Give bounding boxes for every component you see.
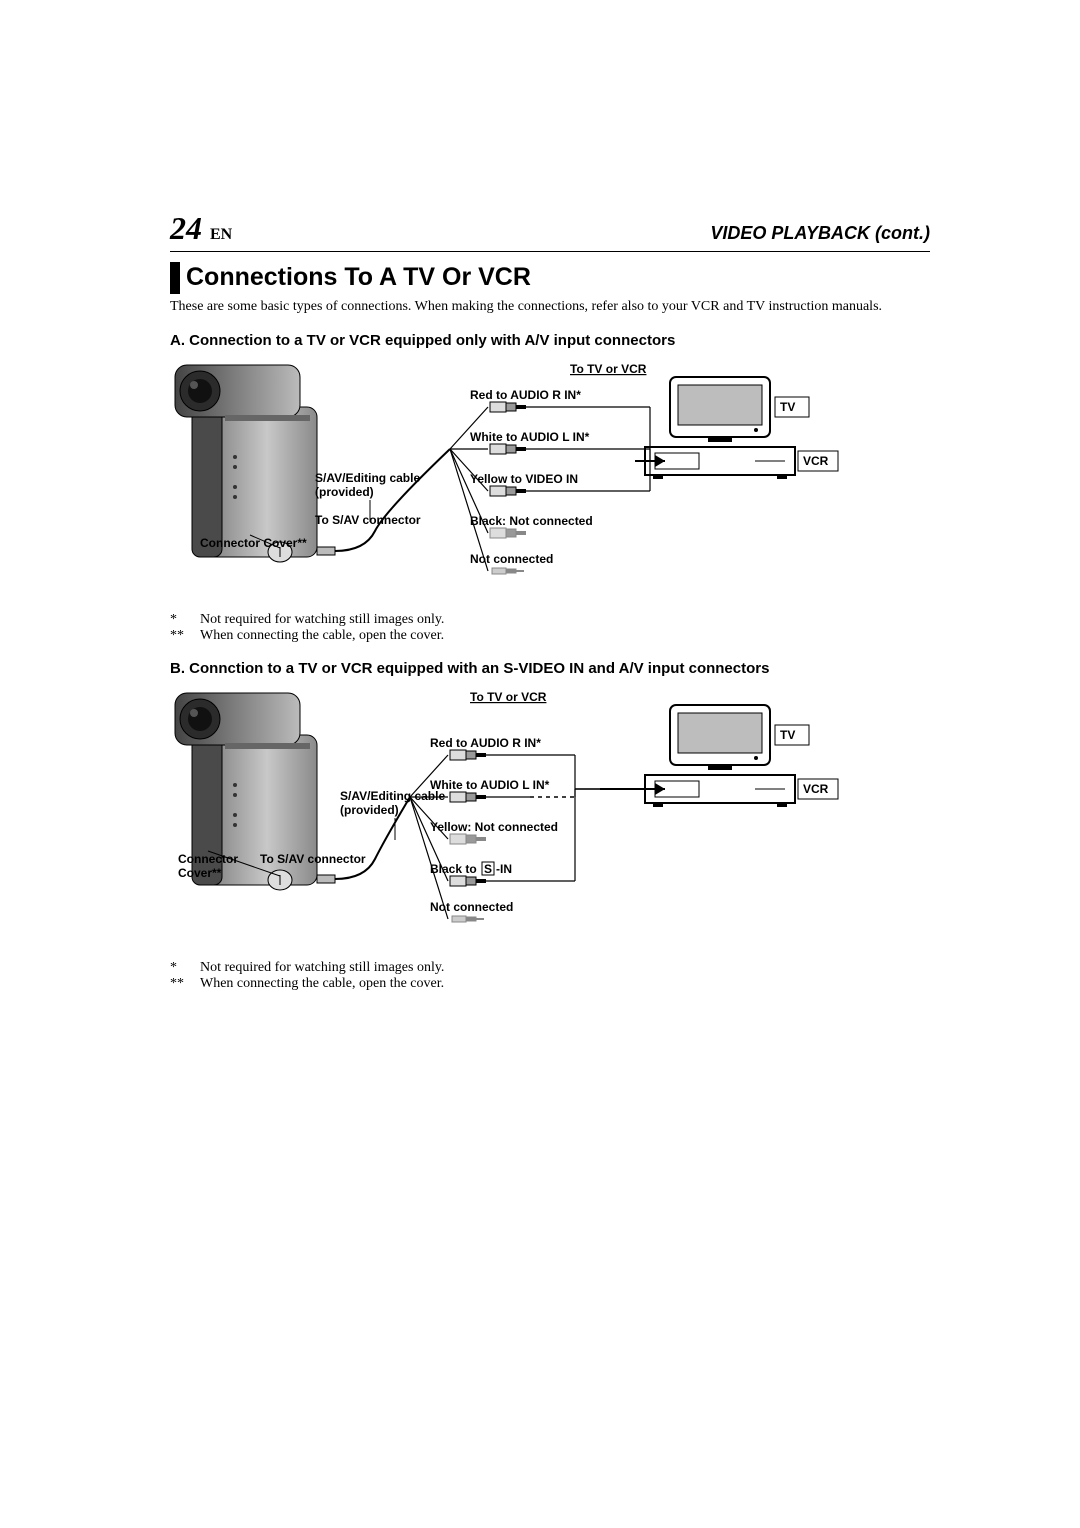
svg-text:-IN: -IN xyxy=(496,862,512,876)
svg-text:Not connected: Not connected xyxy=(470,552,553,566)
note-star-symbol: * xyxy=(170,612,200,628)
section-title: Connections To A TV Or VCR xyxy=(186,262,531,294)
lang-code: EN xyxy=(210,226,232,243)
note-star-text-b: Not required for watching still images o… xyxy=(200,960,444,976)
svg-text:To TV or VCR: To TV or VCR xyxy=(570,362,647,376)
svg-text:S/AV/Editing cable: S/AV/Editing cable xyxy=(340,789,445,803)
svg-text:Cover**: Cover** xyxy=(178,866,222,880)
section-title-bar xyxy=(170,262,180,294)
svg-text:To TV or VCR: To TV or VCR xyxy=(470,690,547,704)
svg-text:Connector: Connector xyxy=(178,852,238,866)
svg-text:Red to AUDIO R IN*: Red to AUDIO R IN* xyxy=(430,736,541,750)
note-dstar-text-b: When connecting the cable, open the cove… xyxy=(200,976,444,992)
note-star-text: Not required for watching still images o… xyxy=(200,612,444,628)
svg-text:Black to: Black to xyxy=(430,862,477,876)
svg-text:TV: TV xyxy=(780,400,795,414)
subhead-b: B. Connction to a TV or VCR equipped wit… xyxy=(170,660,930,677)
note-dstar-symbol-b: ** xyxy=(170,976,200,992)
page-number: 24 EN xyxy=(170,210,232,247)
page-header: 24 EN VIDEO PLAYBACK (cont.) xyxy=(170,210,930,252)
section-breadcrumb: VIDEO PLAYBACK (cont.) xyxy=(710,223,930,244)
note-dstar-symbol: ** xyxy=(170,628,200,644)
svg-text:S: S xyxy=(484,862,492,876)
section-title-wrap: Connections To A TV Or VCR xyxy=(170,262,930,294)
svg-text:Not connected: Not connected xyxy=(430,900,513,914)
svg-text:TV: TV xyxy=(780,728,795,742)
svg-text:Yellow: Not connected: Yellow: Not connected xyxy=(430,820,558,834)
page-number-value: 24 xyxy=(170,210,202,246)
svg-text:(provided): (provided) xyxy=(340,803,399,817)
svg-text:To S/AV connector: To S/AV connector xyxy=(260,852,366,866)
svg-text:To S/AV connector: To S/AV connector xyxy=(315,513,421,527)
svg-text:Black: Not connected: Black: Not connected xyxy=(470,514,593,528)
note-star-symbol-b: * xyxy=(170,960,200,976)
intro-text: These are some basic types of connection… xyxy=(170,298,930,317)
subhead-a: A. Connection to a TV or VCR equipped on… xyxy=(170,332,930,349)
svg-text:Red to AUDIO R IN*: Red to AUDIO R IN* xyxy=(470,388,581,402)
page: 24 EN VIDEO PLAYBACK (cont.) Connections… xyxy=(0,0,1080,1528)
diagram-b-container: TV VCR To TV or VCR Red to AUDIO R IN* White… xyxy=(170,685,930,950)
svg-text:White to AUDIO L IN*: White to AUDIO L IN* xyxy=(430,778,550,792)
diagram-a-container: TV VCR To TV or VCR Red to AUDIO R IN* White… xyxy=(170,357,930,602)
svg-text:S/AV/Editing cable: S/AV/Editing cable xyxy=(315,471,420,485)
svg-text:White to AUDIO L IN*: White to AUDIO L IN* xyxy=(470,430,590,444)
svg-text:(provided): (provided) xyxy=(315,485,374,499)
svg-text:VCR: VCR xyxy=(803,782,829,796)
notes-a: *Not required for watching still images … xyxy=(170,612,930,644)
svg-text:VCR: VCR xyxy=(803,454,829,468)
note-dstar-text: When connecting the cable, open the cove… xyxy=(200,628,444,644)
notes-b: *Not required for watching still images … xyxy=(170,960,930,992)
diagram-b: TV VCR To TV or VCR Red to AUDIO R IN* White… xyxy=(170,685,930,945)
svg-text:Connector Cover**: Connector Cover** xyxy=(200,536,307,550)
svg-text:Yellow to VIDEO IN: Yellow to VIDEO IN xyxy=(470,472,578,486)
diagram-a: TV VCR To TV or VCR Red to AUDIO R IN* White… xyxy=(170,357,930,597)
